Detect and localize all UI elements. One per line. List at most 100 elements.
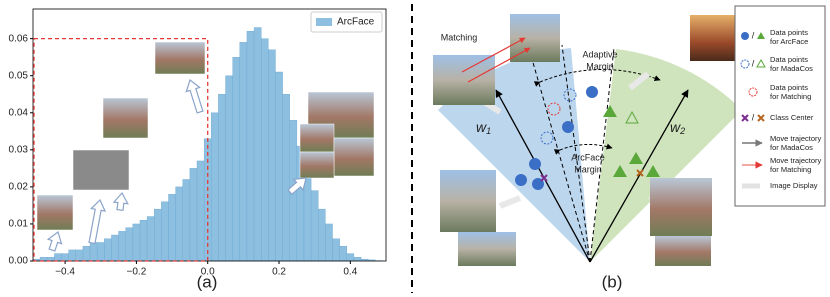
legend-separator: /: [752, 58, 755, 68]
legend-text: for Matching: [770, 165, 811, 174]
bar: [104, 238, 112, 262]
legend-separator: /: [752, 30, 755, 40]
histogram-panel: 0.00 0.01 0.02 0.03 0.04 0.05 0.06 −0.4 −0.2 0.0 0…: [9, 8, 387, 291]
bar: [203, 138, 212, 262]
photo: [36, 194, 74, 231]
arcface-point: [529, 158, 541, 170]
y-tick-label: 0.04: [9, 107, 29, 118]
legend-text: for MadaCos: [770, 143, 813, 152]
bar: [139, 220, 148, 262]
bar: [275, 71, 283, 262]
photo: [72, 149, 130, 191]
legend-text: for MadaCos: [770, 64, 813, 73]
hollow-arrow: [46, 231, 63, 252]
w2-label: w2: [670, 119, 685, 137]
legend-symbol: [741, 114, 749, 122]
bar: [346, 253, 355, 262]
legend-swatch: [316, 18, 332, 26]
bar: [75, 249, 84, 262]
bar: [61, 253, 69, 262]
bar: [189, 168, 198, 262]
w1-label: w1: [476, 119, 491, 137]
bar: [218, 94, 226, 262]
bar: [253, 27, 262, 262]
legend-text: Image Display: [770, 181, 818, 190]
bar: [168, 194, 176, 262]
madacos-point: [625, 110, 639, 124]
bar: [353, 257, 362, 262]
photo: [102, 97, 149, 139]
y-tick-label: 0.00: [9, 256, 29, 267]
legend-text: Class Center: [770, 113, 814, 122]
class-center: [636, 169, 644, 177]
y-tick-label: 0.03: [9, 144, 29, 155]
hollow-arrow: [112, 191, 129, 212]
photo: [440, 170, 496, 232]
arcface-point: [586, 86, 598, 98]
photo: [433, 55, 495, 105]
bar: [318, 208, 326, 262]
bar: [268, 49, 276, 262]
madacos-point: [540, 131, 554, 145]
legend-text: Move trajectory: [770, 156, 822, 165]
class2-sector: [590, 49, 742, 262]
image-display-arrow: [628, 71, 650, 91]
x-tick-label: 0.4: [343, 267, 357, 278]
diagram-panel: Matching Adaptive Margin ArcFace Margin …: [433, 5, 826, 291]
bar: [211, 112, 219, 262]
bar: [132, 223, 141, 262]
negative-region: [33, 37, 209, 262]
legend-text: for Matching: [770, 92, 811, 101]
legend-symbol: [740, 59, 750, 69]
bar: [82, 245, 91, 262]
x-tick-label: 0.2: [272, 267, 286, 278]
bar: [96, 242, 105, 262]
bar: [182, 179, 191, 262]
axes-frame: [32, 8, 387, 262]
photo: [655, 236, 711, 266]
legend-symbol: [757, 114, 765, 122]
bar: [325, 223, 333, 262]
photo: [154, 41, 206, 75]
matching-arrow: [461, 37, 526, 73]
legend-separator: /: [752, 112, 755, 122]
x-tick-label: −0.2: [127, 267, 147, 278]
matching-label: Matching: [441, 32, 478, 42]
w2-vector: [589, 89, 689, 263]
arcface-point: [562, 121, 574, 133]
photo: [650, 178, 712, 236]
image-display-arrow: [498, 195, 522, 209]
bar: [54, 253, 62, 262]
bar: [68, 249, 76, 262]
class2-point: [613, 165, 627, 177]
legend-symbol: [757, 32, 765, 39]
class2-point: [629, 152, 643, 164]
legend-box: [734, 5, 826, 207]
legend-symbol: [756, 58, 766, 68]
bar: [246, 31, 255, 262]
y-tick-label: 0.02: [9, 182, 29, 193]
legend-text: for ArcFace: [770, 37, 808, 46]
panel-label: (b): [602, 272, 623, 291]
adaptive-margin-label: Margin: [586, 61, 614, 71]
y-tick-label: 0.01: [9, 219, 29, 230]
bar: [332, 238, 340, 262]
legend-symbol: [748, 87, 758, 97]
hollow-arrow: [287, 177, 307, 196]
legend-text: Data points: [770, 28, 808, 37]
bar: [225, 75, 233, 262]
madacos-point: [563, 88, 577, 102]
panel-label: (a): [197, 272, 218, 291]
w1-sub: 1: [486, 126, 491, 136]
bar: [125, 227, 134, 262]
arcface-margin-arc: [553, 143, 613, 155]
legend-box: [310, 11, 383, 33]
legend-text: Data points: [770, 83, 808, 92]
photo: [299, 151, 335, 179]
arcface-margin-label: Margin: [574, 164, 602, 174]
photo: [299, 123, 335, 153]
adaptive-margin-label: Adaptive: [582, 49, 617, 59]
w2-sub: 2: [679, 126, 685, 136]
y-tick-label: 0.06: [9, 33, 29, 44]
